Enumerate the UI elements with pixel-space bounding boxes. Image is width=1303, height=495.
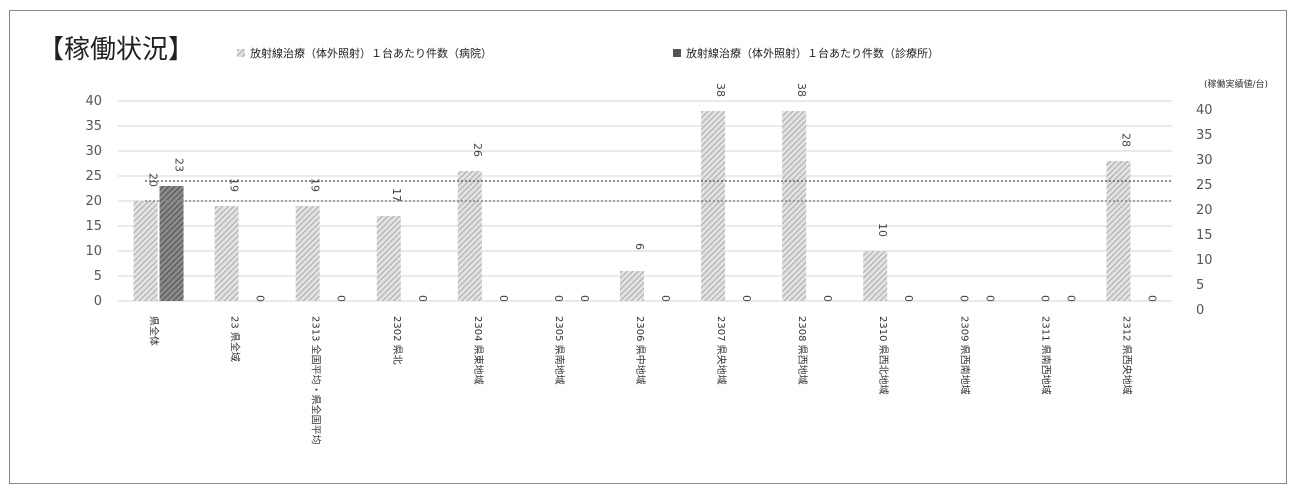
data-label-hospital: 26 bbox=[471, 143, 484, 157]
left-tick-label: 40 bbox=[85, 94, 102, 109]
bar-hospital bbox=[863, 251, 888, 301]
left-tick-label: 30 bbox=[85, 144, 102, 159]
category-label: 2311 県南西地域 bbox=[1039, 316, 1052, 395]
bar-hospital bbox=[133, 201, 158, 301]
data-label-hospital: 20 bbox=[147, 173, 160, 187]
data-label-clinic: 0 bbox=[335, 295, 348, 302]
legend-label-clinic: 放射線治療（体外照射）１台あたり件数（診療所） bbox=[686, 46, 939, 60]
right-tick-label: 20 bbox=[1196, 203, 1213, 218]
legend-swatch-clinic bbox=[673, 49, 681, 57]
data-labels: 20 23 19 0 19 0 17 0 26 0 0 0 6 0 38 0 38 0 10 0 0 0 0 0 28 0 bbox=[147, 83, 1159, 302]
left-tick-label: 35 bbox=[85, 119, 102, 134]
right-tick-label: 5 bbox=[1196, 278, 1204, 293]
left-tick-label: 10 bbox=[85, 244, 102, 259]
category-label: 2306 県中地域 bbox=[634, 316, 647, 385]
data-label-hospital: 28 bbox=[1119, 133, 1132, 147]
data-label-clinic: 0 bbox=[740, 295, 753, 302]
right-axis: 0 5 10 15 20 25 30 35 40 bbox=[1196, 103, 1213, 318]
category-label: 2310 県西北地域 bbox=[877, 316, 890, 395]
data-label-hospital: 19 bbox=[309, 178, 322, 192]
bar-hospital bbox=[1106, 161, 1131, 301]
left-tick-label: 0 bbox=[94, 294, 102, 309]
data-label-clinic: 0 bbox=[659, 295, 672, 302]
left-tick-label: 15 bbox=[85, 219, 102, 234]
bar-hospital bbox=[782, 111, 807, 301]
right-tick-label: 0 bbox=[1196, 303, 1204, 318]
data-label-clinic: 0 bbox=[902, 295, 915, 302]
category-label: 2307 県央地域 bbox=[715, 316, 728, 385]
data-label-hospital: 0 bbox=[552, 295, 565, 302]
data-label-clinic: 23 bbox=[173, 158, 186, 172]
data-label-hospital: 6 bbox=[633, 243, 646, 250]
right-tick-label: 15 bbox=[1196, 228, 1213, 243]
chart-svg: 【稼働状況】 放射線治療（体外照射）１台あたり件数（病院） 放射線治療（体外照射… bbox=[38, 35, 1268, 445]
data-label-hospital: 38 bbox=[714, 83, 727, 97]
bar-hospital bbox=[457, 171, 482, 301]
legend-item-clinic: 放射線治療（体外照射）１台あたり件数（診療所） bbox=[673, 46, 939, 60]
data-label-hospital: 0 bbox=[957, 295, 970, 302]
right-tick-label: 35 bbox=[1196, 128, 1213, 143]
bar-hospital bbox=[620, 271, 644, 301]
data-label-hospital: 10 bbox=[876, 223, 889, 237]
left-tick-label: 5 bbox=[94, 269, 102, 284]
data-label-clinic: 0 bbox=[1145, 295, 1158, 302]
right-tick-label: 10 bbox=[1196, 253, 1213, 268]
right-tick-label: 40 bbox=[1196, 103, 1213, 118]
reference-lines bbox=[145, 180, 1172, 202]
bar-hospital bbox=[376, 216, 401, 301]
category-labels: 県全体 23 県全域 2313 全国平均・県全国平均 2302 県北 2304 県東地域… bbox=[148, 316, 1134, 445]
data-label-clinic: 0 bbox=[497, 295, 510, 302]
category-label: 2305 県南地域 bbox=[553, 316, 566, 385]
data-label-hospital: 17 bbox=[390, 188, 403, 202]
legend-label-hospital: 放射線治療（体外照射）１台あたり件数（病院） bbox=[250, 46, 492, 60]
data-label-clinic: 0 bbox=[1064, 295, 1077, 302]
chart-frame: 【稼働状況】 放射線治療（体外照射）１台あたり件数（病院） 放射線治療（体外照射… bbox=[9, 10, 1287, 484]
left-tick-label: 20 bbox=[85, 194, 102, 209]
right-tick-label: 30 bbox=[1196, 153, 1213, 168]
legend-swatch-hospital bbox=[237, 49, 245, 57]
category-label: 2313 全国平均・県全国平均 bbox=[310, 316, 323, 445]
category-label: 2312 県西央地域 bbox=[1120, 316, 1133, 395]
category-label: 県全体 bbox=[148, 316, 161, 346]
bars bbox=[133, 111, 1131, 301]
data-label-clinic: 0 bbox=[578, 295, 591, 302]
bar-hospital bbox=[701, 111, 726, 301]
category-label: 2302 県北 bbox=[391, 316, 403, 365]
category-label: 2309 県西南地域 bbox=[958, 316, 971, 395]
data-label-hospital: 19 bbox=[228, 178, 241, 192]
right-axis-unit-label: (稼働実績値/台) bbox=[1204, 78, 1268, 90]
bar-clinic bbox=[159, 186, 184, 301]
left-tick-label: 25 bbox=[85, 169, 102, 184]
category-label: 2304 県東地域 bbox=[472, 316, 485, 385]
legend: 放射線治療（体外照射）１台あたり件数（病院） 放射線治療（体外照射）１台あたり件… bbox=[237, 46, 939, 60]
data-label-hospital: 0 bbox=[1038, 295, 1051, 302]
right-tick-label: 25 bbox=[1196, 178, 1213, 193]
data-label-clinic: 0 bbox=[254, 295, 267, 302]
chart-title: 【稼働状況】 bbox=[38, 35, 194, 65]
data-label-hospital: 38 bbox=[795, 83, 808, 97]
data-label-clinic: 0 bbox=[983, 295, 996, 302]
category-label: 2308 県西地域 bbox=[796, 316, 809, 385]
category-label: 23 県全域 bbox=[229, 316, 242, 362]
bar-hospital bbox=[295, 206, 320, 301]
left-axis: 0 5 10 15 20 25 30 35 40 bbox=[85, 94, 102, 309]
data-label-clinic: 0 bbox=[416, 295, 429, 302]
bar-hospital bbox=[214, 206, 239, 301]
data-label-clinic: 0 bbox=[821, 295, 834, 302]
legend-item-hospital: 放射線治療（体外照射）１台あたり件数（病院） bbox=[237, 46, 492, 60]
